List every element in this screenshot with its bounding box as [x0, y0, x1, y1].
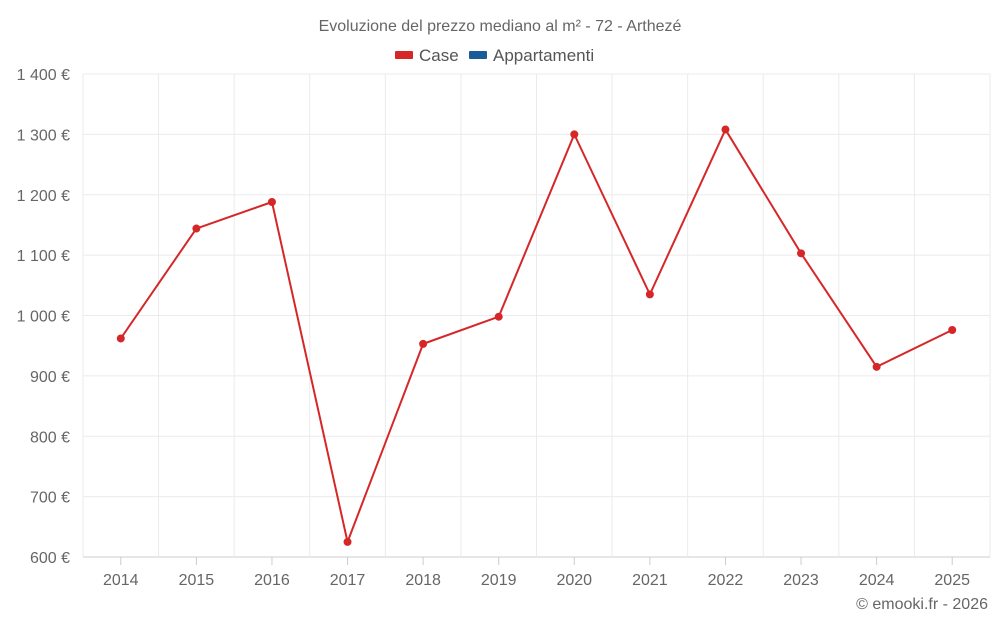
series-layer: [116, 125, 957, 546]
y-tick-label: 1 000 €: [17, 309, 70, 326]
legend-swatch-appartamenti: [469, 51, 487, 59]
data-point-case-2018[interactable]: [419, 339, 428, 348]
data-point-case-2025[interactable]: [948, 325, 957, 334]
legend-item-case[interactable]: Case: [395, 46, 459, 65]
x-tick-label: 2024: [859, 572, 895, 589]
y-tick-label: 600 €: [30, 550, 70, 567]
y-tick-label: 900 €: [30, 369, 70, 386]
y-tick-label: 700 €: [30, 490, 70, 507]
data-point-case-2014[interactable]: [116, 334, 125, 343]
data-point-case-2019[interactable]: [494, 312, 503, 321]
data-point-case-2021[interactable]: [645, 290, 654, 299]
credit-text: © emooki.fr - 2026: [856, 596, 988, 613]
x-tick-label: 2017: [330, 572, 366, 589]
x-axis-ticks: 2014 2015 2016 2017 2018 2019 2020 2021 2022 2023…: [103, 557, 970, 589]
data-point-case-2020[interactable]: [570, 130, 579, 139]
x-tick-label: 2019: [481, 572, 517, 589]
x-tick-label: 2022: [708, 572, 744, 589]
x-tick-label: 2021: [632, 572, 668, 589]
x-tick-label: 2016: [254, 572, 290, 589]
data-point-case-2017[interactable]: [343, 537, 352, 546]
x-tick-label: 2020: [556, 572, 592, 589]
x-tick-label: 2014: [103, 572, 139, 589]
legend-label-appartamenti: Appartamenti: [493, 46, 594, 65]
y-axis-ticks: 600 € 700 € 800 € 900 € 1 000 € 1 100 € 1 200 …: [17, 67, 70, 567]
data-point-case-2022[interactable]: [721, 125, 730, 134]
data-point-case-2024[interactable]: [872, 362, 881, 371]
y-tick-label: 1 400 €: [17, 67, 70, 84]
y-tick-label: 800 €: [30, 429, 70, 446]
legend-item-appartamenti[interactable]: Appartamenti: [469, 46, 594, 65]
data-point-case-2015[interactable]: [192, 224, 201, 233]
series-line-case: [119, 128, 953, 543]
y-tick-label: 1 200 €: [17, 188, 70, 205]
data-point-case-2016[interactable]: [267, 197, 276, 206]
gridlines: [82, 73, 991, 558]
x-tick-label: 2018: [405, 572, 441, 589]
y-tick-label: 1 300 €: [17, 127, 70, 144]
legend-swatch-case: [395, 51, 413, 59]
x-tick-label: 2025: [934, 572, 970, 589]
legend[interactable]: Case Appartamenti: [395, 46, 594, 65]
x-tick-label: 2023: [783, 572, 819, 589]
y-tick-label: 1 100 €: [17, 248, 70, 265]
x-tick-label: 2015: [179, 572, 215, 589]
legend-label-case: Case: [419, 46, 459, 65]
data-point-case-2023[interactable]: [797, 249, 806, 258]
chart-title: Evoluzione del prezzo mediano al m² - 72…: [319, 18, 682, 35]
